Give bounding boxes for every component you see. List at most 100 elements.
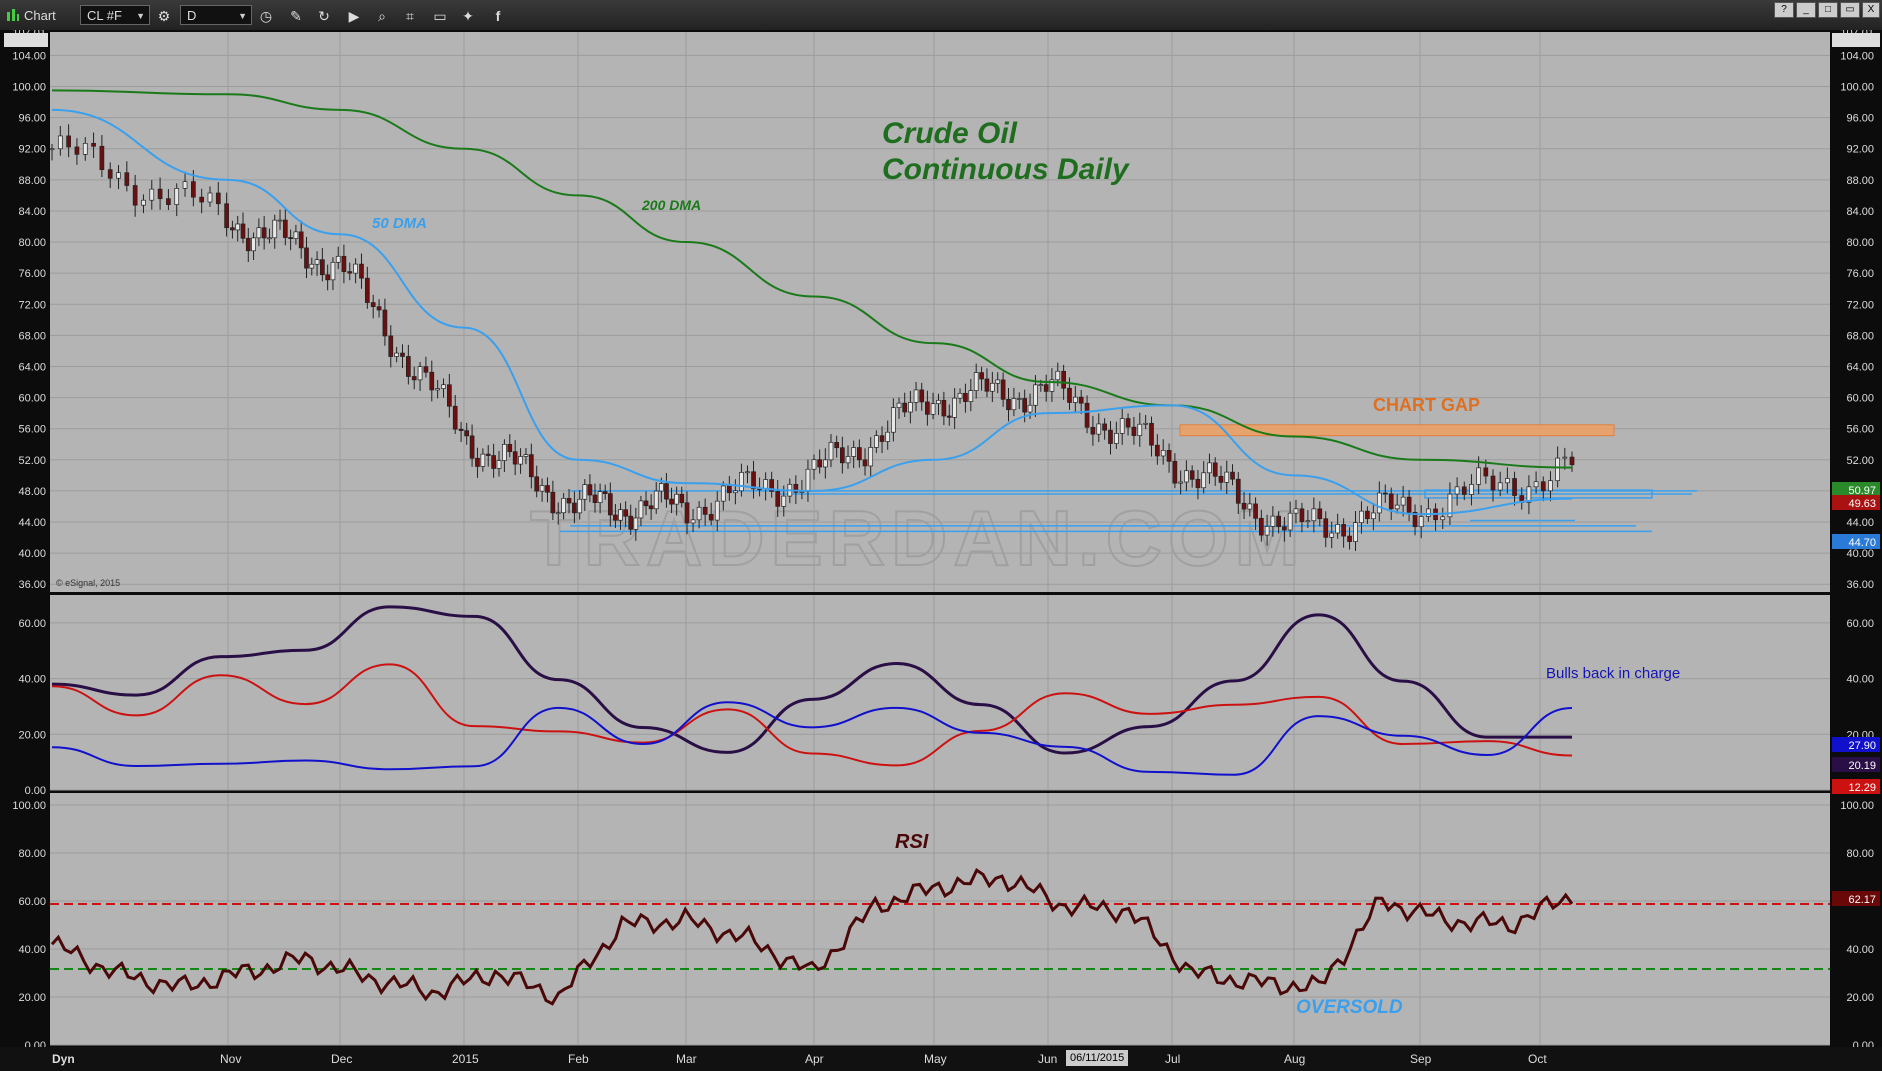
candle-body — [240, 223, 246, 239]
close-button[interactable]: X — [1862, 2, 1880, 18]
draw-pencil-icon[interactable]: ✎ — [290, 8, 302, 24]
candle-body — [298, 231, 304, 249]
candle-body — [341, 255, 347, 272]
refresh-icon[interactable]: ↻ — [318, 8, 330, 24]
candle-body — [925, 401, 930, 415]
candle-body — [423, 366, 429, 373]
dma-value-label: 44.70 — [1848, 537, 1876, 549]
candle-body — [572, 502, 577, 514]
dmi-tick-label-right: 60.00 — [1846, 618, 1874, 630]
candle-body — [1461, 486, 1467, 495]
candle-body — [930, 403, 936, 415]
candle-body — [679, 493, 685, 504]
candle-body — [989, 382, 995, 392]
candle-body — [1317, 508, 1323, 520]
candle-body — [720, 485, 726, 502]
candle-body — [751, 471, 756, 490]
candle-body — [1426, 508, 1431, 517]
play-icon[interactable]: ▶ — [348, 8, 360, 24]
candle-body — [1119, 418, 1125, 434]
date-axis — [0, 1047, 1882, 1071]
twitter-icon[interactable]: ✦ — [462, 8, 474, 24]
price-tick-label-right: 88.00 — [1846, 175, 1874, 187]
dmi-tick-label-left: 40.00 — [18, 674, 46, 686]
rsi-tick-label-right: 0.00 — [1853, 1040, 1874, 1047]
chart-title-line2: Continuous Daily — [882, 153, 1130, 186]
candle-body — [550, 491, 556, 514]
price-tick-label-left: 40.00 — [18, 548, 46, 560]
dmi-plus-line — [51, 701, 1573, 776]
candle-body — [288, 237, 293, 239]
price-tick-label-left: 52.00 — [18, 455, 46, 467]
candle-body — [891, 407, 896, 433]
rsi-tick-label-left: 40.00 — [18, 944, 46, 956]
candle-body — [851, 447, 857, 457]
maximize-button[interactable]: ▭ — [1840, 2, 1860, 18]
dyn-label[interactable]: Dyn — [52, 1052, 75, 1066]
price-tick-label-right: 84.00 — [1846, 206, 1874, 218]
candle-body — [458, 428, 464, 431]
candle-body — [1371, 512, 1376, 520]
candle-body — [857, 447, 862, 461]
symbol-combo[interactable]: CL #F ▼ — [80, 5, 150, 25]
candle-body — [1235, 478, 1241, 504]
candle-body — [696, 506, 702, 521]
help-button[interactable]: ? — [1774, 2, 1794, 18]
candle-body — [1143, 422, 1148, 425]
rsi-tick-label-left: 0.00 — [25, 1040, 46, 1047]
candle-body — [817, 459, 823, 468]
candle-body — [447, 384, 452, 407]
clock-icon[interactable]: ◷ — [259, 8, 273, 24]
candle-body — [405, 356, 411, 377]
candle-body — [1447, 493, 1453, 518]
comment-icon[interactable]: ▭ — [433, 8, 447, 24]
candle-body — [811, 459, 817, 470]
candle-body — [908, 402, 913, 413]
chart-canvas[interactable]: 107.01107.01104.00104.00100.00100.0096.0… — [0, 30, 1882, 1047]
candle-body — [141, 199, 146, 206]
candle-body — [1382, 492, 1388, 495]
candle-body — [1412, 511, 1418, 528]
candle-body — [370, 302, 376, 308]
candle-body — [984, 378, 990, 392]
candle-body — [230, 227, 235, 231]
candle-body — [781, 495, 787, 507]
candle-body — [207, 192, 213, 203]
price-tick-label-right: 92.00 — [1846, 144, 1874, 156]
window-title: Chart — [24, 8, 56, 23]
restore-button[interactable]: □ — [1818, 2, 1838, 18]
candle-body — [1569, 456, 1575, 466]
price-tick-label-left: 60.00 — [18, 393, 46, 405]
candle-body — [1195, 478, 1201, 489]
month-label-nov: Nov — [220, 1052, 242, 1066]
candle-body — [702, 506, 708, 515]
candle-body — [946, 415, 952, 418]
candle-body — [528, 454, 534, 478]
candle-body — [293, 231, 299, 239]
price-tick-label-left: 84.00 — [18, 206, 46, 218]
candle-body — [1353, 522, 1358, 542]
candle-body — [1000, 379, 1006, 400]
search-icon[interactable]: ⌕ — [378, 8, 386, 24]
candle-body — [1178, 481, 1183, 484]
rsi-tick-label-left: 80.00 — [18, 848, 46, 860]
candle-body — [1365, 510, 1370, 520]
link-icon[interactable]: ⚙ — [157, 8, 171, 24]
candle-body — [763, 479, 768, 490]
month-label-mar: Mar — [676, 1052, 697, 1066]
candle-body — [623, 509, 628, 517]
interval-combo[interactable]: D ▼ — [180, 5, 252, 25]
facebook-icon[interactable]: f — [495, 8, 501, 24]
candle-body — [347, 271, 353, 274]
candle-body — [400, 352, 405, 357]
candle-body — [979, 372, 984, 380]
tag-icon[interactable]: ⌗ — [406, 8, 414, 24]
minimize-button[interactable]: _ — [1796, 2, 1816, 18]
price-tick-label-right: 68.00 — [1846, 330, 1874, 342]
rsi-pane[interactable] — [50, 793, 1830, 1045]
price-tick-label-left: 48.00 — [18, 486, 46, 498]
candle-body — [157, 188, 163, 200]
candle-body — [1376, 492, 1382, 514]
price-pane[interactable] — [50, 32, 1830, 592]
candle-body — [561, 498, 566, 514]
